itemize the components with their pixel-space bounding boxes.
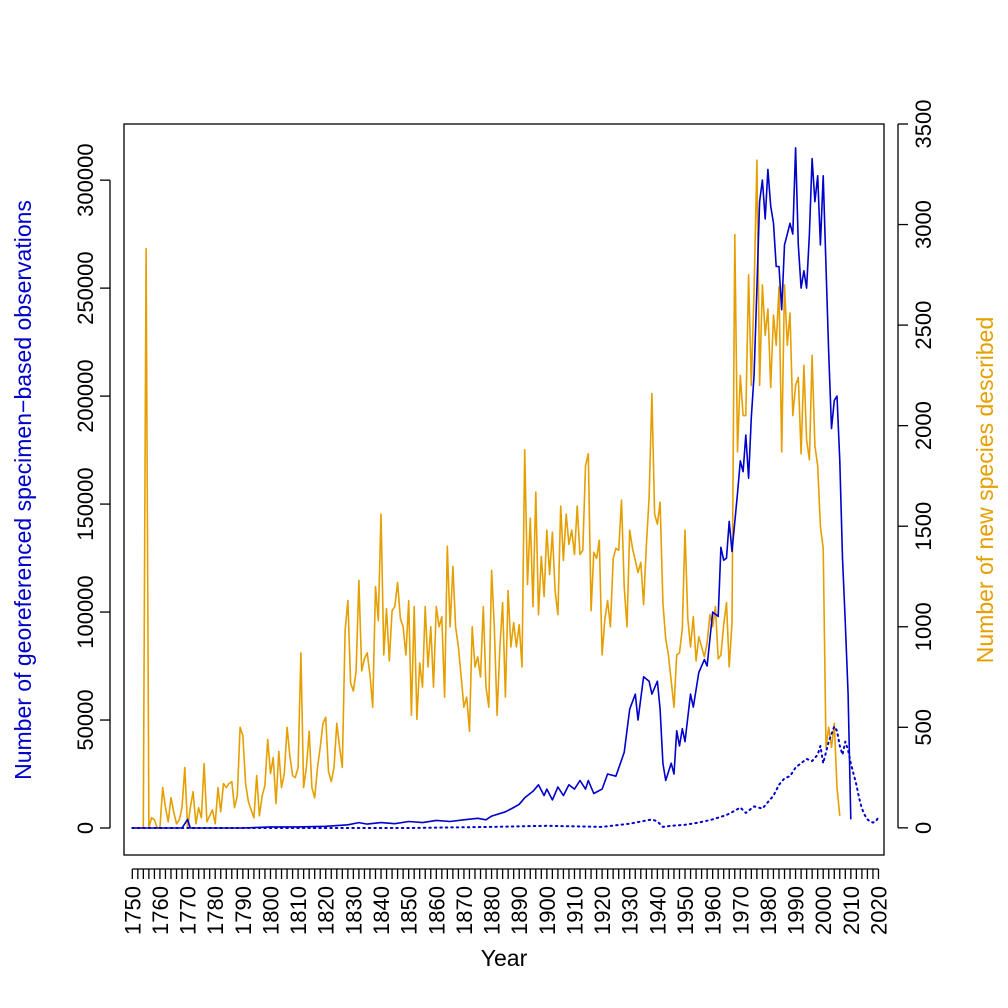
x-tick-label: 1830 bbox=[341, 886, 366, 935]
x-tick-label: 1820 bbox=[314, 886, 339, 935]
right-y-tick-label: 500 bbox=[911, 709, 936, 746]
observations-dotted-line bbox=[131, 725, 880, 829]
x-tick-label: 1850 bbox=[397, 886, 422, 935]
x-tick-label: 1970 bbox=[728, 886, 753, 935]
right-y-tick-label: 1000 bbox=[911, 602, 936, 651]
right-y-tick-label: 3000 bbox=[911, 200, 936, 249]
x-tick-label: 1960 bbox=[701, 886, 726, 935]
observations-solid-line bbox=[132, 147, 852, 829]
x-tick-label: 1780 bbox=[203, 886, 228, 935]
right-y-tick-label: 0 bbox=[911, 822, 936, 834]
x-tick-label: 1990 bbox=[784, 886, 809, 935]
x-tick-label: 1790 bbox=[231, 886, 256, 935]
x-tick-label: 1860 bbox=[424, 886, 449, 935]
x-tick-label: 1900 bbox=[535, 886, 560, 935]
x-tick-label: 1760 bbox=[148, 886, 173, 935]
left-y-tick-label: 300000 bbox=[73, 143, 98, 216]
left-y-tick-label: 0 bbox=[73, 822, 98, 834]
left-y-tick-label: 250000 bbox=[73, 251, 98, 324]
left-y-tick-label: 200000 bbox=[73, 359, 98, 432]
x-tick-label: 1880 bbox=[480, 886, 505, 935]
x-tick-label: 1890 bbox=[507, 886, 532, 935]
x-tick-label: 1940 bbox=[645, 886, 670, 935]
x-tick-label: 1920 bbox=[590, 886, 615, 935]
axis-layer: 1750 1760 1770 1780 1790 1800 1810 1820 1830 1840… bbox=[73, 100, 936, 935]
x-tick-label: 2000 bbox=[811, 886, 836, 935]
x-axis-title: Year bbox=[481, 945, 528, 971]
left-y-tick-label: 50000 bbox=[73, 689, 98, 750]
x-tick-label: 1870 bbox=[452, 886, 477, 935]
x-tick-label: 1750 bbox=[120, 886, 145, 935]
x-tick-label: 2010 bbox=[839, 886, 864, 935]
x-tick-label: 1980 bbox=[756, 886, 781, 935]
right-y-tick-label: 2500 bbox=[911, 301, 936, 350]
new-species-line bbox=[132, 159, 841, 829]
x-tick-label: 1930 bbox=[618, 886, 643, 935]
x-tick-label: 1800 bbox=[258, 886, 283, 935]
x-tick-label: 1770 bbox=[176, 886, 201, 935]
left-y-tick-label: 150000 bbox=[73, 467, 98, 540]
x-tick-label: 1950 bbox=[673, 886, 698, 935]
right-y-tick-label: 2000 bbox=[911, 401, 936, 450]
right-y-tick-label: 1500 bbox=[911, 502, 936, 551]
right-y-axis-title: Number of new species described bbox=[972, 317, 998, 663]
left-y-axis-title: Number of georeferenced specimen−based o… bbox=[10, 200, 36, 780]
x-tick-label: 1910 bbox=[562, 886, 587, 935]
series-layer bbox=[131, 147, 880, 829]
right-y-tick-label: 3500 bbox=[911, 100, 936, 149]
x-tick-label: 2020 bbox=[866, 886, 891, 935]
plot-frame bbox=[123, 123, 885, 856]
x-tick-label: 1840 bbox=[369, 886, 394, 935]
left-y-tick-label: 100000 bbox=[73, 575, 98, 648]
x-tick-label: 1810 bbox=[286, 886, 311, 935]
